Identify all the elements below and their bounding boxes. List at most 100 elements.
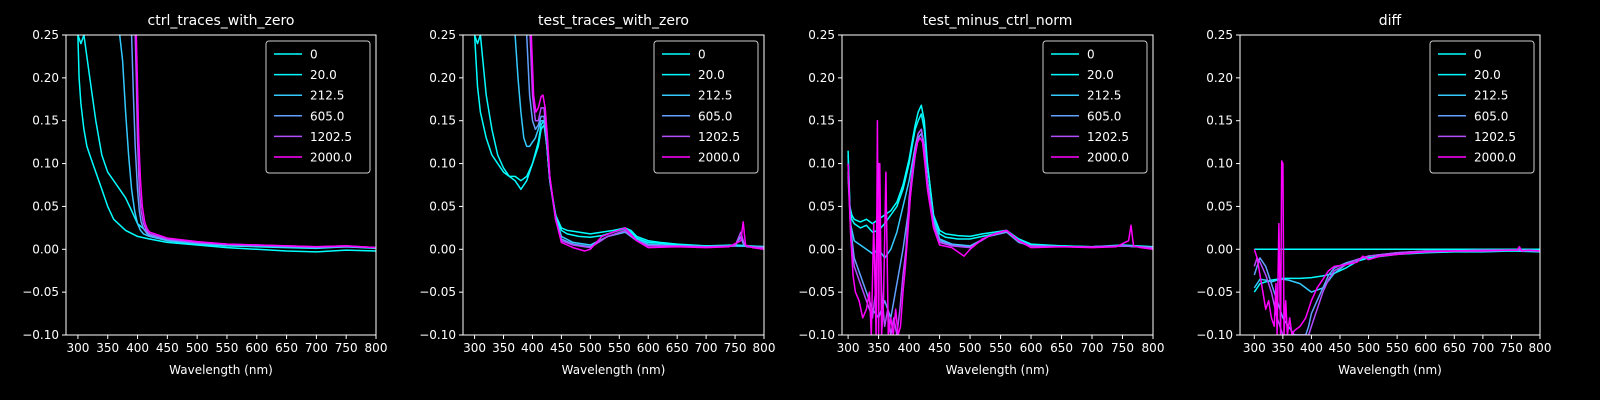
- legend-label: 605.0: [310, 109, 344, 123]
- legend-label: 212.5: [698, 89, 732, 103]
- y-tick-label: 0.15: [808, 114, 835, 128]
- y-tick-label: 0.05: [32, 199, 59, 213]
- legend-label: 20.0: [310, 68, 337, 82]
- x-tick-label: 400: [898, 341, 921, 355]
- x-tick-label: 450: [156, 341, 179, 355]
- x-tick-label: 550: [608, 341, 631, 355]
- chart-title: test_minus_ctrl_norm: [923, 13, 1073, 29]
- y-tick-label: −0.10: [798, 328, 835, 342]
- x-tick-label: 500: [1357, 341, 1380, 355]
- y-tick-label: 0.15: [429, 114, 456, 128]
- y-tick-label: 0.20: [429, 71, 456, 85]
- x-axis-label: Wavelength (nm): [562, 363, 666, 377]
- chart-panel-1: 300 350 400 450 500 550 600 650 700 750 800 −0.10 −0…: [22, 13, 387, 377]
- x-tick-label: 400: [1300, 341, 1323, 355]
- legend-label: 20.0: [698, 68, 725, 82]
- x-tick-label: 800: [1142, 341, 1165, 355]
- legend-label: 2000.0: [1087, 151, 1129, 165]
- x-axis-label: Wavelength (nm): [169, 363, 273, 377]
- y-tick-label: 0.25: [1206, 28, 1233, 42]
- x-tick-label: 300: [1243, 341, 1266, 355]
- legend-label: 1202.5: [1087, 130, 1129, 144]
- x-tick-label: 700: [305, 341, 328, 355]
- chart-title: ctrl_traces_with_zero: [148, 13, 295, 29]
- series-group: [77, 35, 376, 253]
- legend-label: 1202.5: [698, 130, 740, 144]
- series-line-1202.5: [529, 35, 764, 249]
- chart-title: test_traces_with_zero: [538, 13, 689, 29]
- x-tick-label: 450: [928, 341, 951, 355]
- x-tick-label: 800: [753, 341, 776, 355]
- x-tick-label: 700: [1471, 341, 1494, 355]
- legend-label: 605.0: [1474, 109, 1508, 123]
- x-tick-label: 650: [275, 341, 298, 355]
- x-tick-label: 450: [1329, 341, 1352, 355]
- legend-label: 2000.0: [1474, 151, 1516, 165]
- legend: 0 20.0 212.5 605.0 1202.5 2000.0: [653, 40, 759, 174]
- x-tick-label: 600: [245, 341, 268, 355]
- series-line-2000.0: [530, 35, 764, 252]
- x-tick-label: 300: [66, 341, 89, 355]
- x-tick-label: 750: [1500, 341, 1523, 355]
- series-line-2000.0: [847, 119, 1153, 335]
- series-line-20.0: [77, 35, 376, 250]
- y-tick-label: 0.25: [429, 28, 456, 42]
- y-tick-label: −0.05: [22, 285, 59, 299]
- series-line-1202.5: [1253, 249, 1540, 335]
- chart-panel-2: 300 350 400 450 500 550 600 650 700 750 800 −0.10 −0…: [419, 13, 775, 377]
- y-tick-label: 0.25: [808, 28, 835, 42]
- legend-label: 1202.5: [1474, 130, 1516, 144]
- legend-label: 0: [1474, 48, 1482, 62]
- series-group: [473, 35, 764, 252]
- legend-label: 20.0: [1087, 68, 1114, 82]
- legend-label: 2000.0: [310, 151, 352, 165]
- x-tick-label: 600: [637, 341, 660, 355]
- x-tick-label: 750: [335, 341, 358, 355]
- y-tick-label: −0.05: [798, 285, 835, 299]
- y-tick-label: 0.10: [429, 157, 456, 171]
- x-tick-label: 550: [1386, 341, 1409, 355]
- axes-frame: [65, 34, 377, 336]
- x-axis-label: Wavelength (nm): [1338, 363, 1442, 377]
- y-tick-label: 0.15: [1206, 114, 1233, 128]
- series-line-2000.0: [1253, 160, 1540, 335]
- y-tick-label: −0.10: [22, 328, 59, 342]
- x-tick-label: 750: [724, 341, 747, 355]
- legend: 0 20.0 212.5 605.0 1202.5 2000.0: [1429, 40, 1535, 174]
- y-tick-label: 0.10: [808, 157, 835, 171]
- x-tick-label: 650: [1443, 341, 1466, 355]
- x-tick-label: 300: [463, 341, 486, 355]
- x-tick-label: 700: [1081, 341, 1104, 355]
- x-tick-label: 550: [216, 341, 239, 355]
- y-tick-label: 0.15: [32, 114, 59, 128]
- y-tick-label: 0.00: [1206, 242, 1233, 256]
- legend-label: 605.0: [1087, 109, 1121, 123]
- legend-label: 212.5: [1087, 89, 1121, 103]
- x-tick-label: 350: [96, 341, 119, 355]
- x-tick-label: 650: [1050, 341, 1073, 355]
- series-group: [847, 104, 1153, 335]
- legend: 0 20.0 212.5 605.0 1202.5 2000.0: [265, 40, 371, 174]
- y-tick-label: 0.10: [1206, 157, 1233, 171]
- x-tick-label: 550: [989, 341, 1012, 355]
- y-tick-label: 0.10: [32, 157, 59, 171]
- x-tick-label: 800: [365, 341, 388, 355]
- y-tick-label: −0.10: [419, 328, 456, 342]
- axes-frame: [841, 34, 1154, 336]
- y-tick-label: 0.20: [808, 71, 835, 85]
- legend-label: 1202.5: [310, 130, 352, 144]
- legend-label: 20.0: [1474, 68, 1501, 82]
- x-tick-label: 500: [959, 341, 982, 355]
- legend-label: 2000.0: [698, 151, 740, 165]
- x-tick-label: 700: [695, 341, 718, 355]
- x-axis-label: Wavelength (nm): [946, 363, 1050, 377]
- y-tick-label: −0.05: [419, 285, 456, 299]
- y-tick-label: 0.25: [32, 28, 59, 42]
- y-tick-label: 0.00: [429, 242, 456, 256]
- y-tick-label: 0.20: [1206, 71, 1233, 85]
- x-tick-label: 600: [1020, 341, 1043, 355]
- y-tick-label: −0.05: [1196, 285, 1233, 299]
- x-tick-label: 400: [521, 341, 544, 355]
- x-tick-label: 350: [867, 341, 890, 355]
